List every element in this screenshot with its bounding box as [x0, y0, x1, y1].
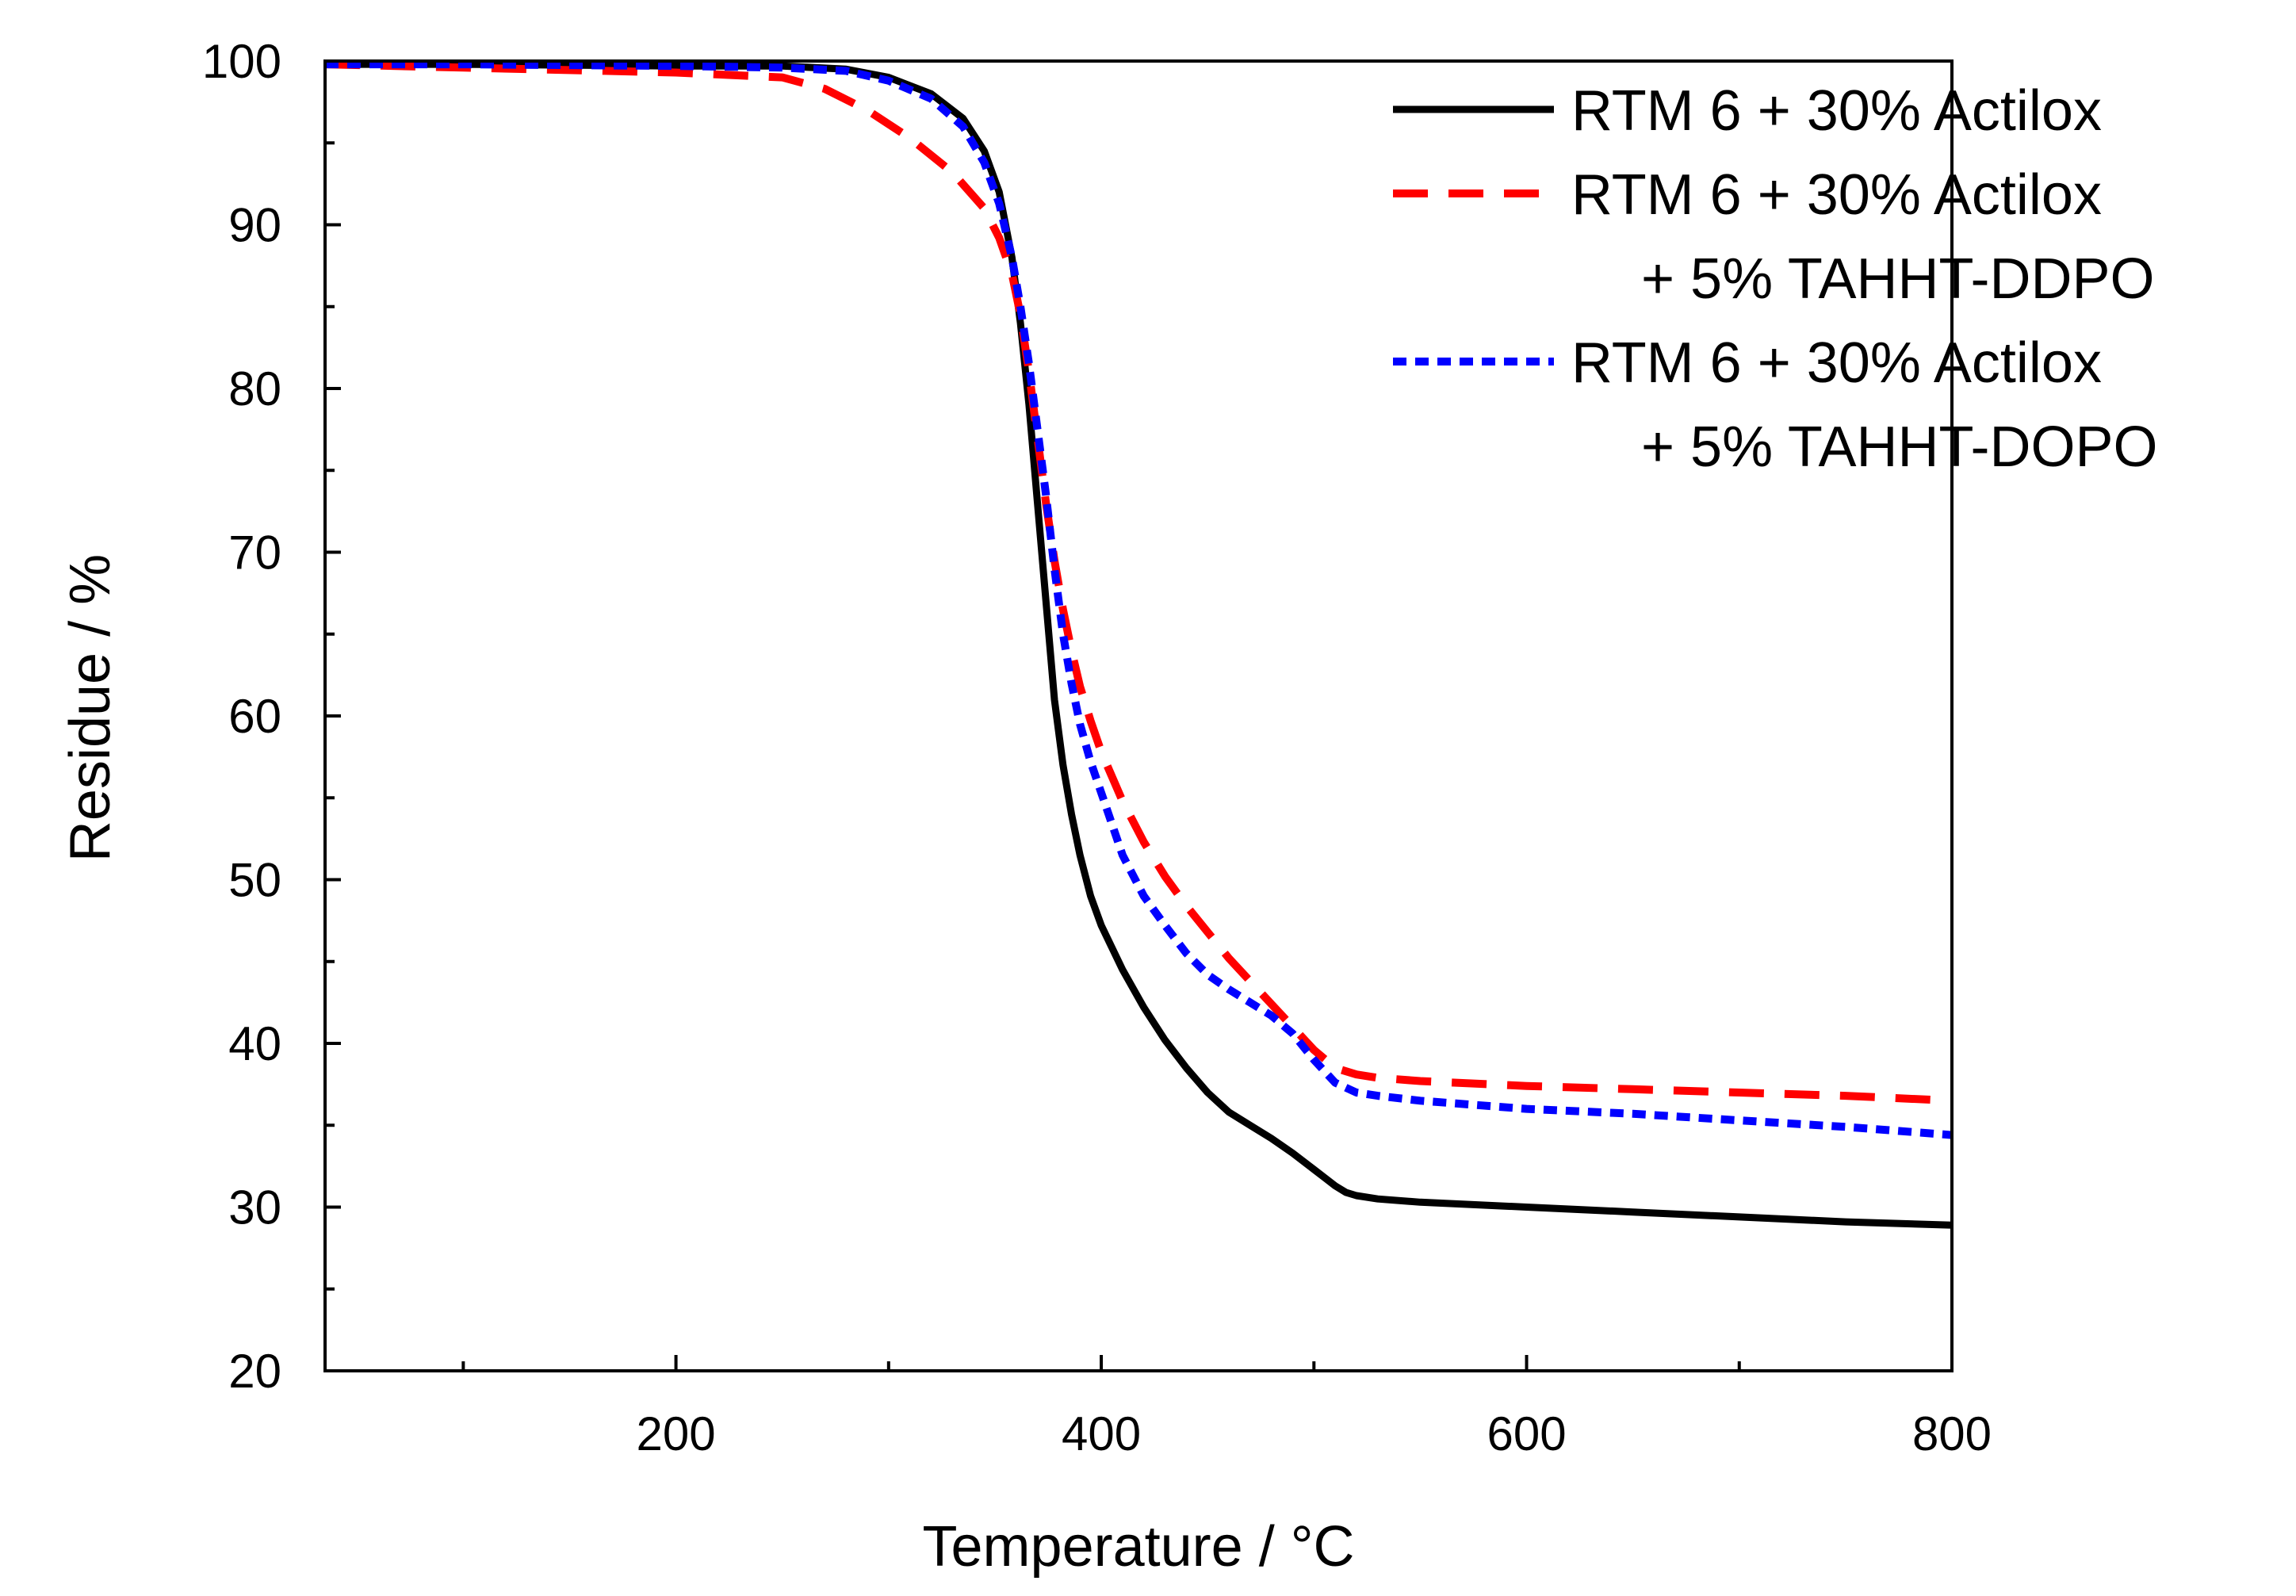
- x-tick-label: 400: [1062, 1407, 1141, 1460]
- x-axis-label: Temperature / °C: [923, 1515, 1355, 1579]
- series-line-3: [325, 60, 1953, 1139]
- y-tick-label: 60: [228, 690, 281, 743]
- legend-label-3: + 5% TAHHT-DOPO: [1641, 415, 2157, 479]
- legend-label-3: RTM 6 + 30% Actilox: [1571, 331, 2102, 395]
- x-tick-label: 200: [637, 1407, 716, 1460]
- series-line-2: [324, 60, 1953, 1105]
- legend-label-1: RTM 6 + 30% Actilox: [1571, 79, 2102, 143]
- y-axis-label: Residue / %: [59, 554, 122, 862]
- x-tick-label: 800: [1912, 1407, 1992, 1460]
- y-tick-label: 100: [202, 35, 281, 88]
- x-tick-label: 600: [1487, 1407, 1566, 1460]
- y-tick-label: 20: [228, 1345, 281, 1398]
- y-tick-label: 50: [228, 854, 281, 907]
- plot-lines: [324, 60, 1953, 1229]
- y-tick-label: 90: [228, 199, 281, 252]
- legend-label-2: + 5% TAHHT-DDPO: [1641, 247, 2154, 311]
- axis-tick-labels: 200 400 600 800 20 30 40 50 60 70 80 90 100: [202, 35, 1992, 1460]
- legend: RTM 6 + 30% Actilox RTM 6 + 30% Actilox + …: [1393, 79, 2157, 479]
- series-line-1: [325, 60, 1953, 1229]
- y-tick-label: 70: [228, 526, 281, 580]
- y-tick-label: 80: [228, 362, 281, 415]
- y-tick-label: 30: [228, 1181, 281, 1234]
- y-tick-label: 40: [228, 1017, 281, 1070]
- axis-ticks: [325, 59, 1954, 1372]
- legend-label-2: RTM 6 + 30% Actilox: [1571, 163, 2102, 227]
